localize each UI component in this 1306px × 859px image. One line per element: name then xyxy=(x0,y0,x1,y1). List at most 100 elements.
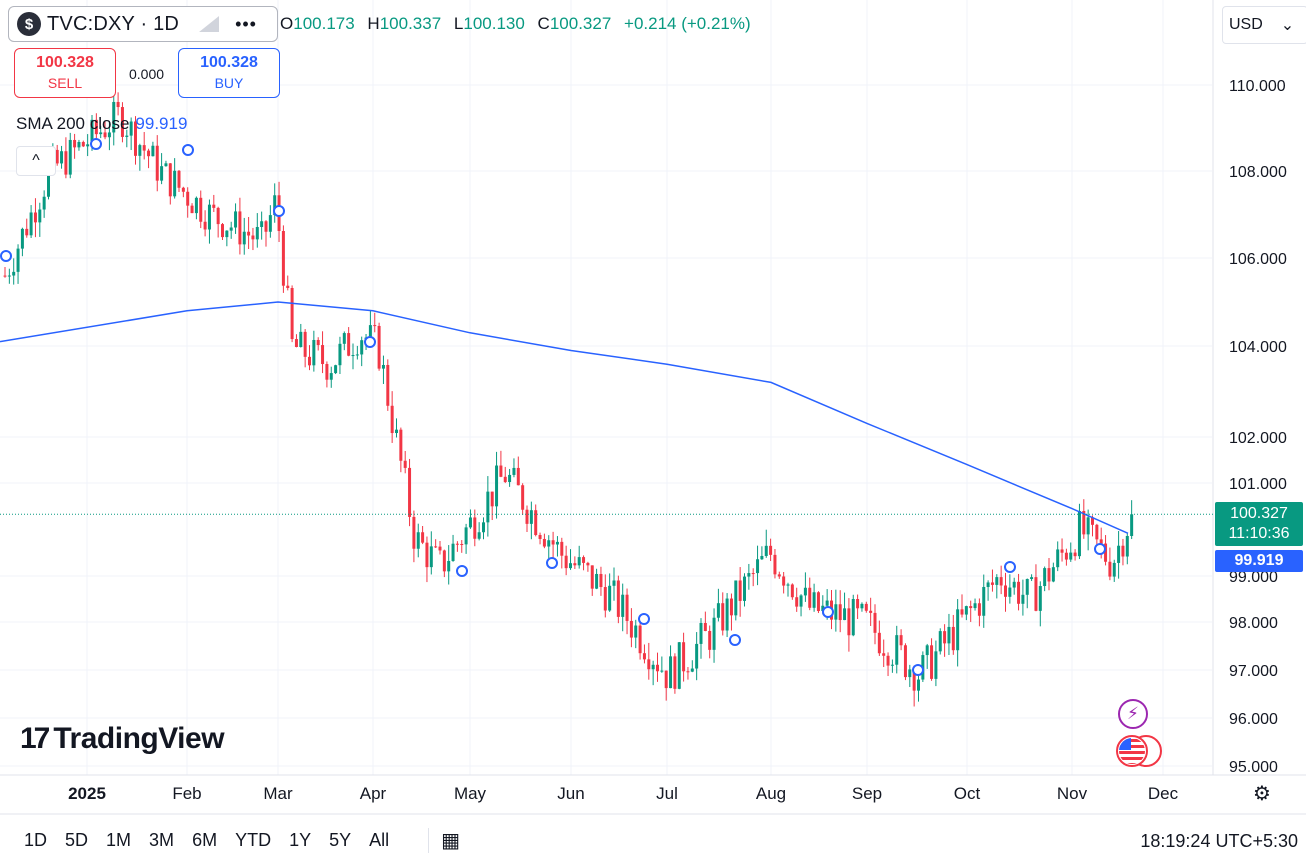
candle xyxy=(512,458,516,478)
candle-body xyxy=(738,580,742,601)
candle xyxy=(986,580,990,601)
more-icon[interactable]: ••• xyxy=(235,13,257,34)
candle xyxy=(242,217,246,255)
range-5y[interactable]: 5Y xyxy=(329,830,352,850)
x-tick-label: Apr xyxy=(360,784,387,803)
candle xyxy=(890,659,894,673)
candle-body xyxy=(377,325,381,369)
candle xyxy=(595,568,599,590)
tradingview-logo[interactable]: 17 TradingView xyxy=(20,722,225,756)
symbol-search[interactable]: $ TVC:DXY · 1D ••• xyxy=(8,6,278,42)
buy-button[interactable]: 100.328 BUY xyxy=(178,48,280,98)
candle xyxy=(1043,566,1047,592)
candle-body xyxy=(930,645,934,679)
candle xyxy=(1091,515,1094,537)
candle xyxy=(660,656,664,673)
lightning-icon[interactable]: ⚡ xyxy=(1118,699,1148,729)
candle-body xyxy=(33,212,37,223)
candle-body xyxy=(203,221,207,230)
candle-body xyxy=(503,476,507,483)
range-1d[interactable]: 1D xyxy=(24,830,48,850)
candle-body xyxy=(1121,545,1125,557)
candle-body xyxy=(1064,552,1068,560)
candle-body xyxy=(255,226,259,240)
candle xyxy=(203,210,207,237)
candle-body xyxy=(321,345,325,365)
candle-body xyxy=(438,546,442,551)
range-3m[interactable]: 3M xyxy=(149,830,175,850)
candle-body xyxy=(425,542,429,568)
event-marker xyxy=(182,144,194,156)
candle xyxy=(747,563,751,590)
candle xyxy=(68,132,72,179)
sell-price: 100.328 xyxy=(36,54,94,71)
us-flag-event-icon[interactable] xyxy=(1116,734,1164,768)
sell-button[interactable]: 100.328 SELL xyxy=(14,48,116,98)
candle-body xyxy=(464,527,468,545)
settings-icon[interactable]: ⚙ xyxy=(1253,783,1271,805)
candle-body xyxy=(73,139,77,148)
candle-body xyxy=(873,612,877,633)
range-1m[interactable]: 1M xyxy=(106,830,132,850)
candle xyxy=(608,573,612,612)
candle xyxy=(442,549,446,578)
candle xyxy=(1125,533,1129,565)
range-all[interactable]: All xyxy=(369,830,390,850)
candle-body xyxy=(969,606,973,609)
candle-body xyxy=(825,600,829,606)
candle-body xyxy=(329,373,333,380)
range-5d[interactable]: 5D xyxy=(65,830,89,850)
candle xyxy=(547,535,551,560)
candle-body xyxy=(99,132,103,135)
candle-body xyxy=(442,550,446,572)
candle xyxy=(451,534,455,562)
candle-body xyxy=(234,211,238,228)
candle-body xyxy=(751,573,755,575)
bar-countdown: 11:10:36 xyxy=(1228,525,1290,542)
candle-body xyxy=(899,635,903,646)
candle xyxy=(455,541,459,552)
candle-body xyxy=(207,204,211,230)
sma-legend[interactable]: SMA 200 close 99.919 xyxy=(16,114,187,134)
candle xyxy=(934,640,938,687)
candle xyxy=(151,141,155,157)
candle-body xyxy=(912,669,916,691)
candle xyxy=(351,343,355,370)
candle-body xyxy=(3,275,7,277)
collapse-legend-button[interactable]: ^ xyxy=(16,146,56,176)
candle-body xyxy=(164,163,168,167)
candle-body xyxy=(351,355,355,357)
buy-label: BUY xyxy=(214,75,244,91)
candle-body xyxy=(555,541,559,545)
candle-body xyxy=(447,560,451,572)
range-1y[interactable]: 1Y xyxy=(289,830,312,850)
range-ytd[interactable]: YTD xyxy=(235,830,272,850)
visibility-icon[interactable] xyxy=(199,16,220,32)
calendar-icon[interactable]: ▦ xyxy=(428,828,460,853)
range-6m[interactable]: 6M xyxy=(192,830,218,850)
candle xyxy=(429,531,433,575)
candle-body xyxy=(290,288,294,340)
candle xyxy=(221,223,224,240)
candle-body xyxy=(355,354,359,356)
candle-body xyxy=(538,535,542,539)
candle-body xyxy=(55,149,59,164)
candle xyxy=(55,144,59,166)
event-marker xyxy=(1094,543,1106,555)
candle xyxy=(103,121,107,140)
candle-body xyxy=(521,485,525,510)
candle-body xyxy=(560,541,564,556)
candle-body xyxy=(403,460,407,468)
candle-body xyxy=(564,555,568,569)
candle-body xyxy=(1104,543,1108,562)
clock-timezone[interactable]: 18:19:24 UTC+5:30 xyxy=(1140,831,1298,851)
candle xyxy=(316,337,320,351)
candle xyxy=(838,590,842,633)
candle xyxy=(555,536,559,557)
candle xyxy=(1117,531,1121,579)
candle-body xyxy=(134,121,137,156)
candle xyxy=(917,672,920,702)
currency-select[interactable]: USD ⌄ xyxy=(1222,6,1306,44)
y-tick-label: 106.000 xyxy=(1229,251,1287,268)
